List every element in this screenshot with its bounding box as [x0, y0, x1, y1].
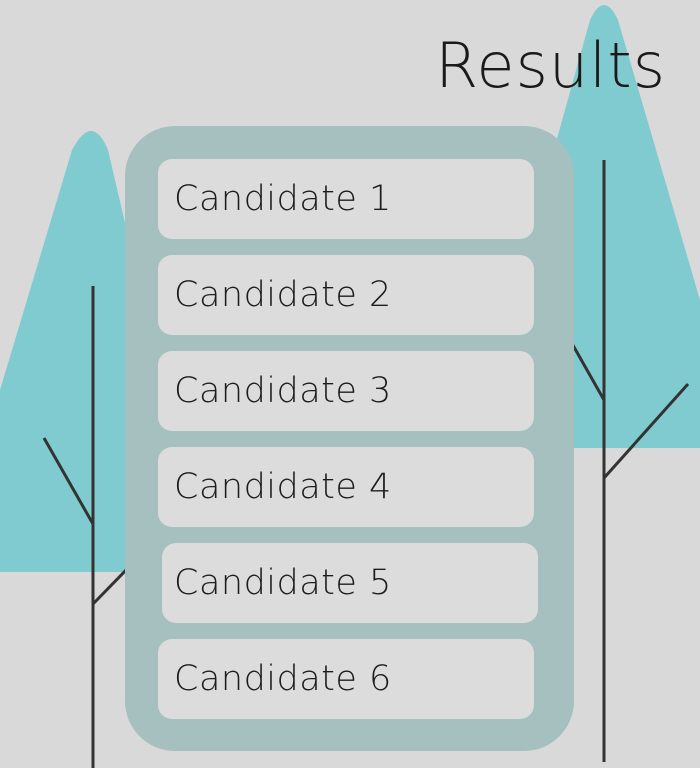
left-tree-branch-right [91, 564, 132, 606]
right-tree-branch-right [602, 383, 690, 479]
left-tree-foliage [0, 131, 150, 572]
candidate-item-5[interactable]: Candidate 5 [162, 543, 538, 623]
right-tree-branch-left [568, 339, 606, 401]
left-tree-icon [0, 131, 150, 768]
candidate-item-3[interactable]: Candidate 3 [158, 351, 534, 431]
right-tree-foliage [540, 5, 700, 448]
right-tree-icon [540, 5, 700, 762]
candidate-item-2[interactable]: Candidate 2 [158, 255, 534, 335]
page-title: Results [435, 29, 666, 102]
left-tree-branch-left [42, 437, 95, 525]
candidate-item-4[interactable]: Candidate 4 [158, 447, 534, 527]
candidate-item-6[interactable]: Candidate 6 [158, 639, 534, 719]
candidate-item-1[interactable]: Candidate 1 [158, 159, 534, 239]
